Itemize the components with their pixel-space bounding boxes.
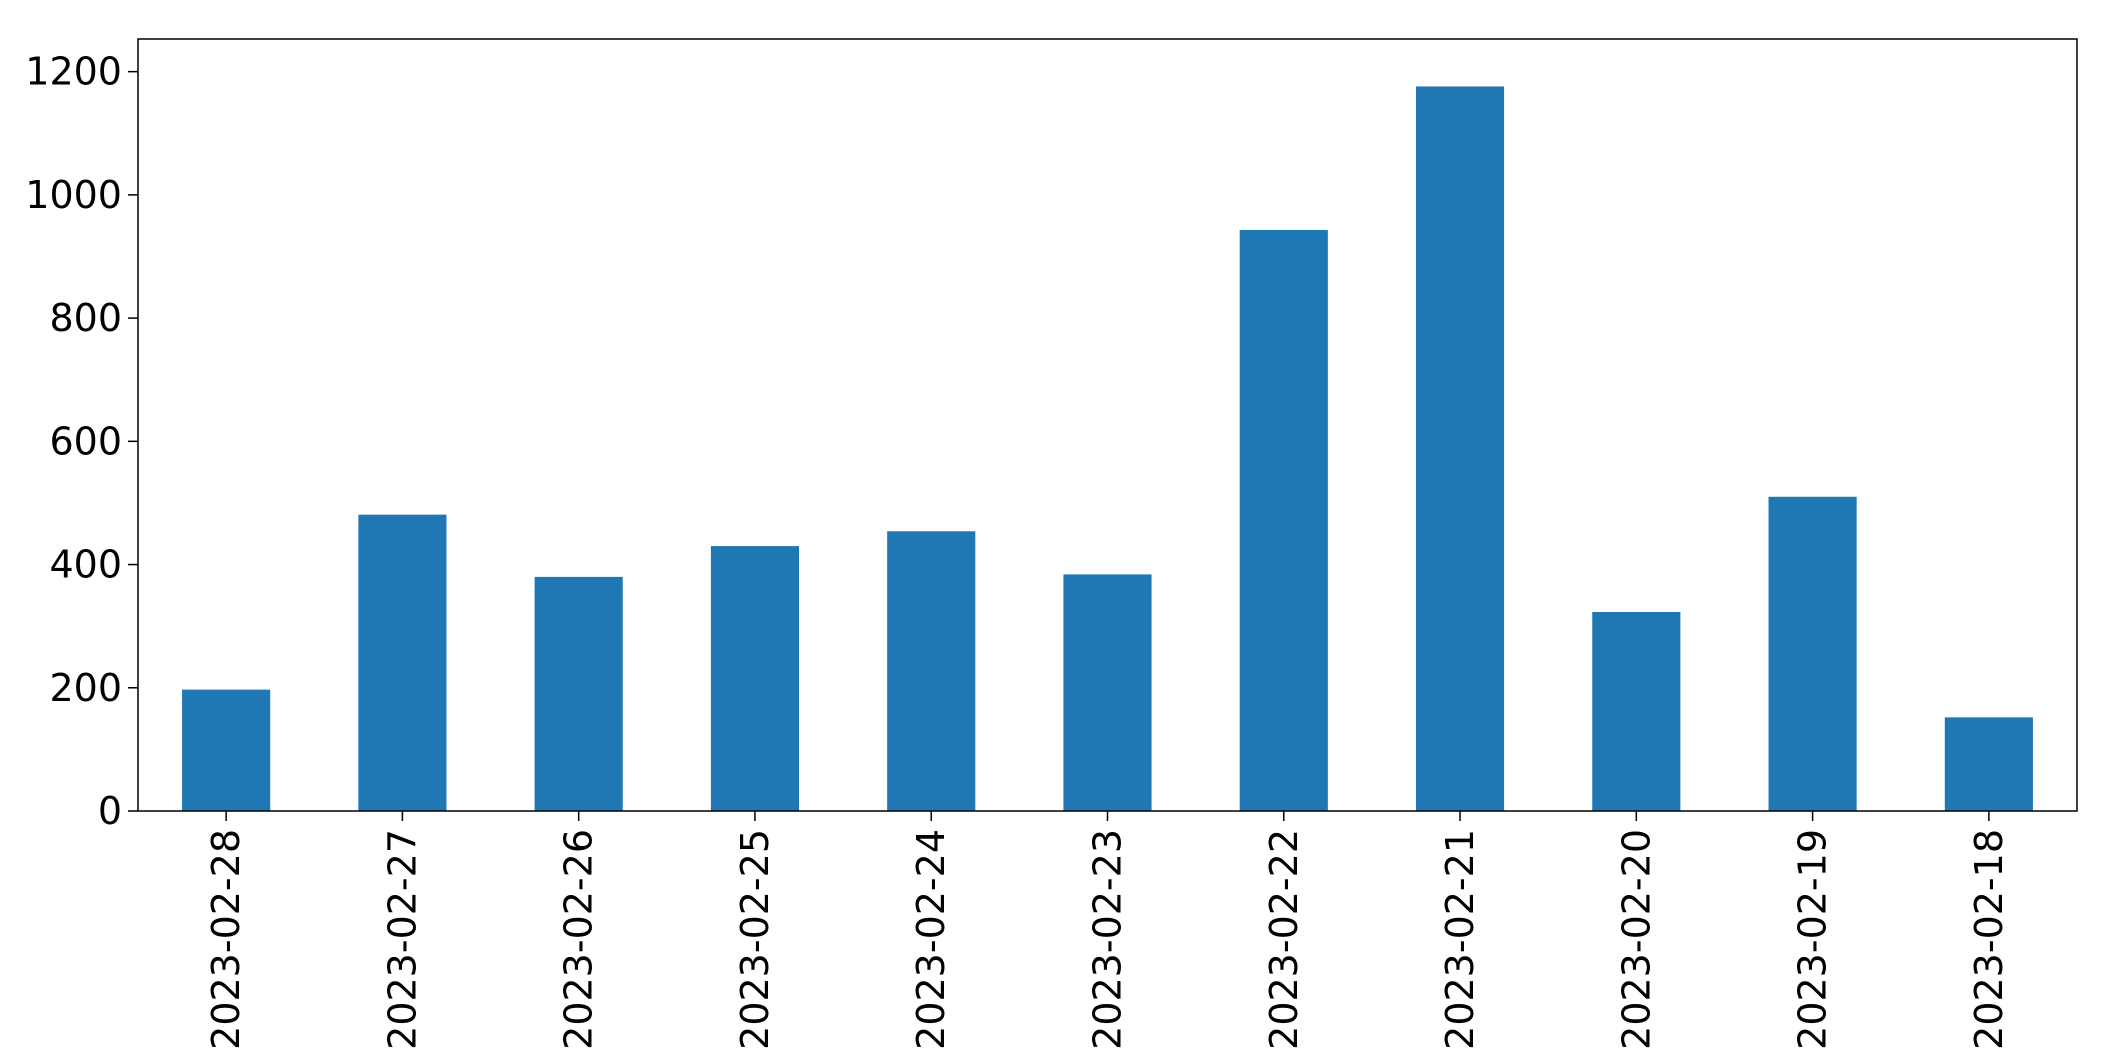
x-axis: 2023-02-28 2023-02-27 2023-02-26 2023-02-25… (204, 811, 2011, 1050)
x-tick-label: 2023-02-27 (380, 829, 424, 1050)
x-tick-label: 2023-02-20 (1614, 829, 1658, 1050)
x-tick-label: 2023-02-23 (1086, 829, 1130, 1050)
bar-2023-02-26 (534, 576, 623, 811)
x-tick-label: 2023-02-21 (1438, 829, 1482, 1050)
bar-2023-02-23 (1063, 574, 1152, 811)
y-tick-label: 800 (49, 296, 122, 340)
bar-2023-02-25 (710, 546, 800, 811)
bar-2023-02-22 (1239, 229, 1328, 811)
x-tick-label: 2023-02-28 (204, 829, 248, 1050)
bar-2023-02-27 (358, 514, 447, 811)
y-tick-label: 600 (49, 419, 122, 463)
bar-2023-02-24 (887, 531, 976, 811)
y-tick-label: 0 (98, 789, 122, 833)
x-tick-label: 2023-02-22 (1262, 829, 1306, 1050)
x-tick-label: 2023-02-26 (557, 829, 601, 1050)
bar-2023-02-18 (1944, 717, 2033, 811)
x-tick-label: 2023-02-25 (733, 829, 777, 1050)
x-tick-label: 2023-02-18 (1967, 829, 2011, 1050)
plot-frame (137, 38, 2078, 812)
x-tick-label: 2023-02-24 (909, 829, 953, 1050)
x-tick-label: 2023-02-19 (1791, 829, 1835, 1050)
y-tick-label: 200 (49, 666, 122, 710)
bar-2023-02-21 (1415, 86, 1505, 811)
y-tick-label: 400 (49, 543, 122, 587)
y-tick-label: 1200 (25, 50, 122, 94)
bar-2023-02-28 (182, 689, 271, 811)
bars-group (182, 86, 2033, 811)
bar-2023-02-19 (1768, 496, 1857, 811)
y-axis: 0 200 400 600 800 1000 1200 (25, 50, 138, 833)
y-tick-label: 1000 (25, 173, 122, 217)
bar-2023-02-20 (1592, 611, 1681, 811)
